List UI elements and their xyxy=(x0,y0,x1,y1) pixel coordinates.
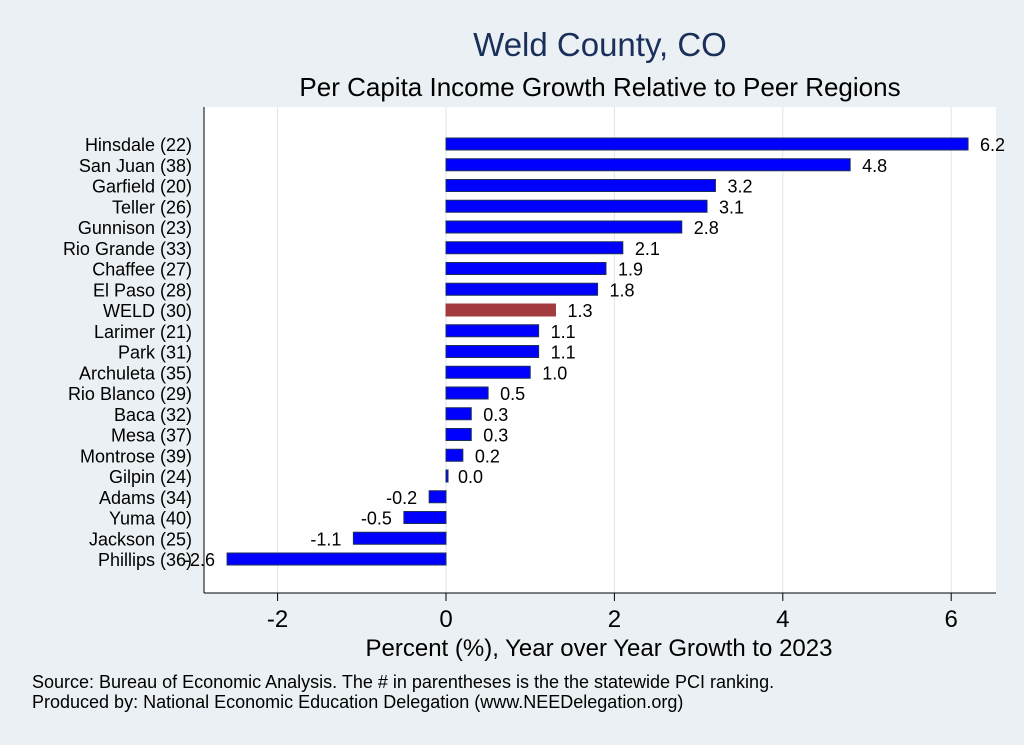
value-label: 0.5 xyxy=(500,384,525,404)
bar xyxy=(445,469,449,483)
value-label: 0.3 xyxy=(483,426,508,446)
category-label: Phillips (36) xyxy=(98,550,192,570)
x-tick-label: 0 xyxy=(439,606,452,633)
bar xyxy=(445,137,969,151)
axes: -2 0 2 4 6 xyxy=(203,107,996,633)
category-label: Adams (34) xyxy=(99,488,192,508)
bar xyxy=(445,407,472,421)
value-label: 1.8 xyxy=(610,280,635,300)
bars xyxy=(226,137,969,566)
value-label: 1.0 xyxy=(542,363,567,383)
category-label: WELD (30) xyxy=(103,301,192,321)
category-label: Rio Blanco (29) xyxy=(68,384,192,404)
bar xyxy=(445,345,540,358)
value-label: 2.8 xyxy=(694,218,719,238)
bar xyxy=(445,199,708,213)
category-label: Baca (32) xyxy=(114,405,192,425)
bar xyxy=(445,220,683,234)
bar xyxy=(403,511,447,524)
value-label: 3.1 xyxy=(719,197,744,217)
category-label: Montrose (39) xyxy=(80,446,192,466)
category-labels: Hinsdale (22)San Juan (38)Garfield (20)T… xyxy=(63,135,192,570)
category-label: Park (31) xyxy=(118,343,192,363)
value-label: -1.1 xyxy=(310,529,341,549)
category-label: Chaffee (27) xyxy=(92,260,192,280)
category-label: Archuleta (35) xyxy=(79,363,192,383)
value-label: 1.3 xyxy=(567,301,592,321)
category-label: Garfield (20) xyxy=(92,177,192,197)
bar xyxy=(445,448,464,462)
category-label: San Juan (38) xyxy=(79,156,192,176)
bar xyxy=(445,241,624,255)
bar xyxy=(445,428,472,441)
chart-subtitle: Per Capita Income Growth Relative to Pee… xyxy=(299,72,901,102)
category-label: Jackson (25) xyxy=(89,529,192,549)
value-label: 3.2 xyxy=(727,177,752,197)
value-label: -2.6 xyxy=(184,550,215,570)
value-label: 1.1 xyxy=(551,322,576,342)
value-label: 2.1 xyxy=(635,239,660,259)
value-label: 0.3 xyxy=(483,405,508,425)
value-label: -0.5 xyxy=(361,509,392,529)
x-tick-label: 2 xyxy=(608,606,621,633)
category-label: Rio Grande (33) xyxy=(63,239,192,259)
source-note: Source: Bureau of Economic Analysis. The… xyxy=(32,672,775,692)
bar xyxy=(445,365,531,379)
x-tick-label: 4 xyxy=(776,606,789,633)
category-label: Hinsdale (22) xyxy=(85,135,192,155)
category-label: Teller (26) xyxy=(112,197,192,217)
bar xyxy=(445,282,599,296)
value-label: -0.2 xyxy=(386,488,417,508)
chart-title: Weld County, CO xyxy=(473,26,727,63)
producer-note: Produced by: National Economic Education… xyxy=(32,692,684,712)
bar xyxy=(226,552,447,566)
value-label: 0.2 xyxy=(475,446,500,466)
bar xyxy=(352,531,447,545)
bar xyxy=(445,158,851,172)
x-axis-title: Percent (%), Year over Year Growth to 20… xyxy=(366,635,833,662)
category-label: Larimer (21) xyxy=(94,322,192,342)
value-label: 0.0 xyxy=(458,467,483,487)
category-label: Mesa (37) xyxy=(111,426,192,446)
category-label: Gilpin (24) xyxy=(109,467,192,487)
category-label: Yuma (40) xyxy=(109,509,192,529)
bar xyxy=(445,386,489,400)
bar xyxy=(445,303,556,317)
value-labels: 6.24.83.23.12.82.11.91.81.31.11.11.00.50… xyxy=(184,135,1005,570)
category-label: El Paso (28) xyxy=(93,280,192,300)
x-tick-label: -2 xyxy=(267,606,288,633)
bar xyxy=(428,490,447,504)
bar xyxy=(445,179,716,192)
bar xyxy=(445,262,607,275)
value-label: 1.1 xyxy=(551,343,576,363)
value-label: 6.2 xyxy=(980,135,1005,155)
x-tick-label: 6 xyxy=(945,606,958,633)
value-label: 4.8 xyxy=(862,156,887,176)
value-label: 1.9 xyxy=(618,260,643,280)
category-label: Gunnison (23) xyxy=(78,218,192,238)
bar xyxy=(445,324,540,338)
